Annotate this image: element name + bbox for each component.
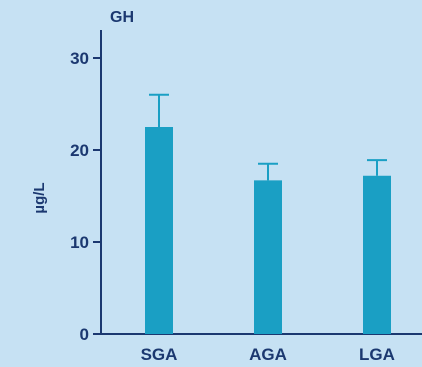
chart-title: GH [110,9,134,26]
category-labels: SGA AGA LGA [141,345,395,364]
x-category-label: LGA [359,345,395,364]
x-category-label: SGA [141,345,178,364]
bar-sga [145,127,173,334]
y-axis-label: µg/L [31,182,48,213]
x-category-label: AGA [249,345,287,364]
y-tick-label: 30 [70,49,89,68]
y-ticks: 0 10 20 30 [70,49,101,344]
error-bars [149,93,387,181]
bars [145,127,391,334]
y-tick-label: 0 [80,325,89,344]
bar-aga [254,180,282,334]
bar-lga [363,175,391,334]
y-tick-label: 10 [70,233,89,252]
y-tick-label: 20 [70,141,89,160]
